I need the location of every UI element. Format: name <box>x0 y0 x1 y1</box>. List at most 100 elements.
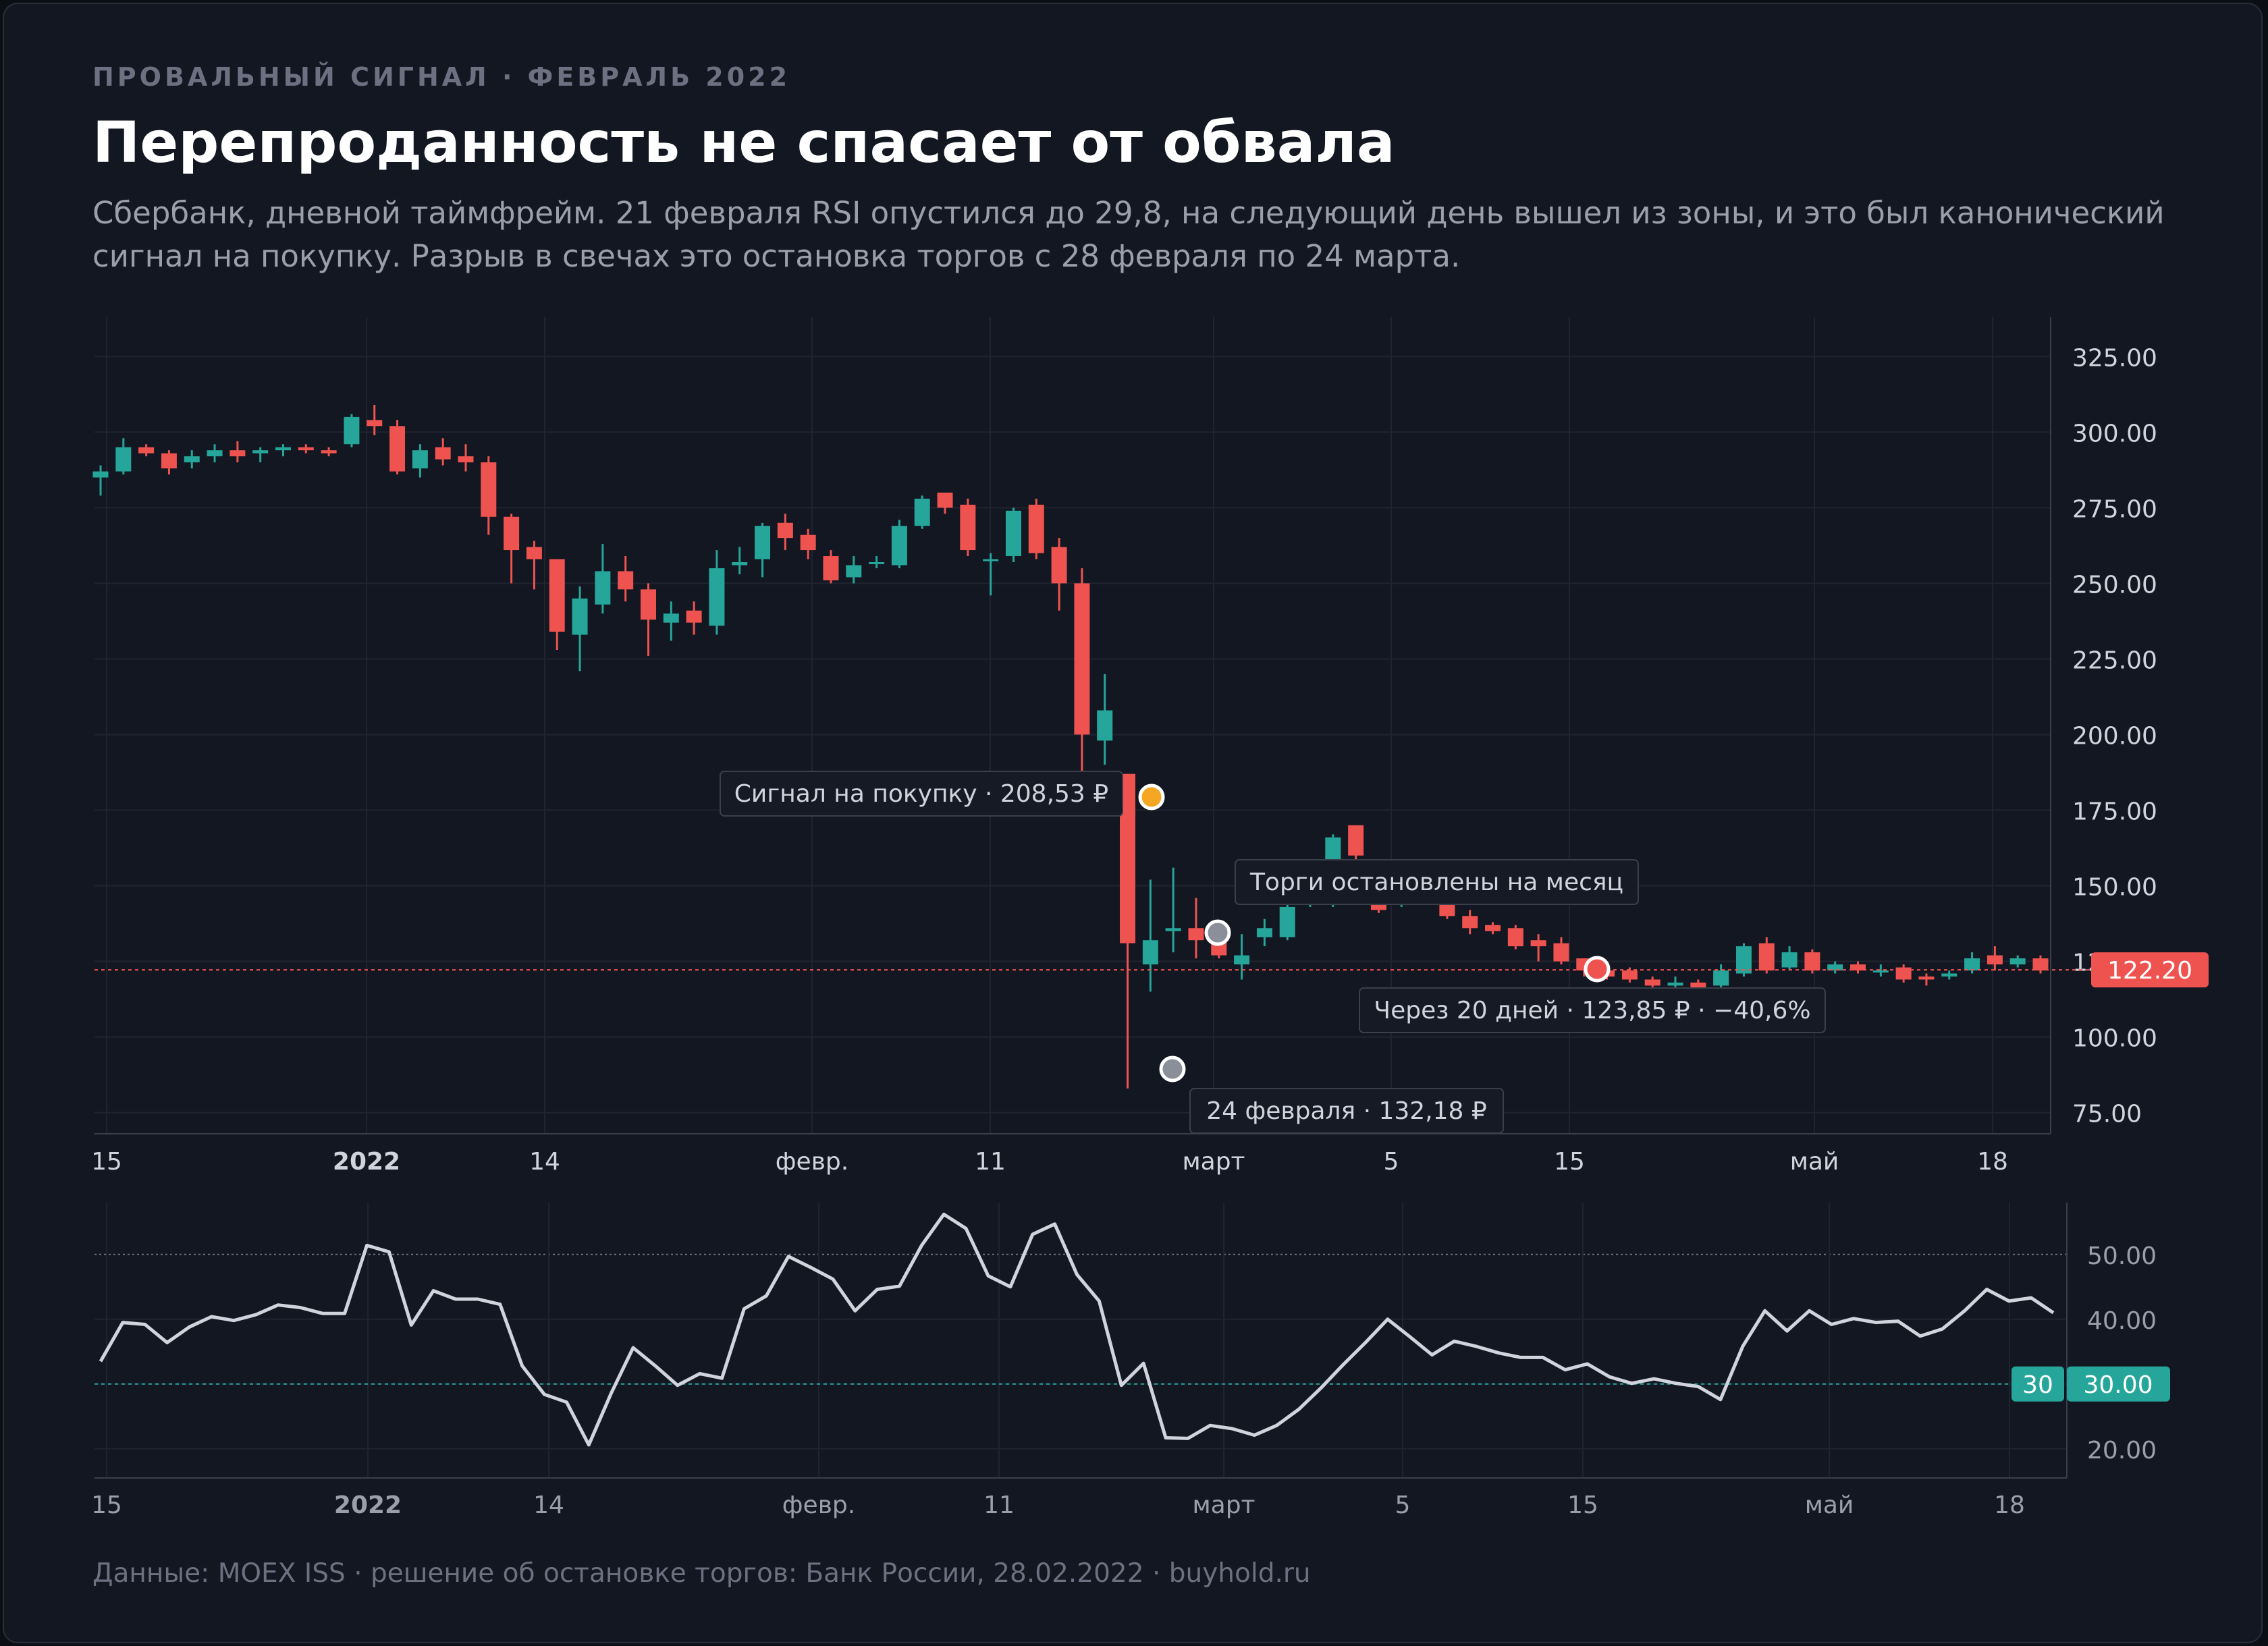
annotation-label: 24 февраля · 132,18 ₽ <box>1206 1097 1487 1125</box>
price-x-tick-label: 11 <box>975 1148 1006 1176</box>
rsi-x-tick-label: 11 <box>983 1491 1015 1519</box>
candle-body <box>412 450 428 469</box>
candle-body <box>663 613 679 623</box>
annotation-label: Торги остановлены на месяц <box>1249 869 1623 896</box>
candle-body <box>846 565 862 578</box>
candle-body <box>777 522 793 539</box>
candle-body <box>595 571 611 605</box>
candle-body <box>686 610 702 623</box>
candle-body <box>800 534 816 551</box>
candle-body <box>1781 952 1798 968</box>
price-x-tick-label: февр. <box>776 1148 848 1176</box>
candle-body <box>1621 970 1638 980</box>
candle-body <box>1165 928 1181 931</box>
candle-body <box>732 562 748 566</box>
annotation-marker <box>1204 919 1231 946</box>
rsi-x-tick-label: 15 <box>1567 1491 1598 1519</box>
candle-body <box>891 526 907 566</box>
rsi-x-tick-label: 5 <box>1395 1491 1411 1519</box>
source-note: Данные: MOEX ISS · решение об остановке … <box>92 1558 1311 1589</box>
candle-body <box>1485 925 1501 931</box>
annotation-label: Через 20 дней · 123,85 ₽ · −40,6% <box>1374 997 1810 1024</box>
annotation-box <box>1235 859 1639 905</box>
candle-body <box>1667 982 1683 986</box>
rsi-threshold-value-badge <box>2067 1366 2170 1402</box>
candle-body <box>1074 583 1090 735</box>
candle-body <box>960 504 976 551</box>
price-x-tick-label: 18 <box>1977 1148 2008 1176</box>
candle-body <box>92 471 109 478</box>
candle-body <box>161 453 177 469</box>
candle-body <box>252 450 269 454</box>
rsi-y-tick-label: 50.00 <box>2087 1242 2157 1270</box>
rsi-grid <box>94 1203 2067 1478</box>
annotation-box <box>720 771 1123 817</box>
candle-body <box>1120 773 1136 943</box>
candle-body <box>549 559 565 632</box>
candle-body <box>1804 952 1820 970</box>
candle-body <box>138 447 155 454</box>
candle-body <box>481 462 497 517</box>
page-title: Перепроданность не спасает от обвала <box>92 109 1395 175</box>
candle-body <box>914 498 930 526</box>
candle-body <box>435 447 451 460</box>
candle-body <box>184 456 200 463</box>
price-x-tick-label: 14 <box>529 1148 560 1176</box>
last-price-badge <box>2091 952 2209 988</box>
rsi-x-tick-label: март <box>1192 1491 1255 1519</box>
candle-body <box>1735 946 1752 974</box>
candle-body <box>1827 964 1843 970</box>
rsi-x-tick-label: 15 <box>91 1491 122 1519</box>
eyebrow-label: ПРОВАЛЬНЫЙ СИГНАЛ · ФЕВРАЛЬ 2022 <box>92 62 791 92</box>
candle-body <box>1462 916 1478 929</box>
rsi-threshold-label: 30 <box>2022 1371 2053 1399</box>
candle-body <box>115 447 132 472</box>
candle-body <box>1530 940 1546 947</box>
candle-body <box>1758 943 1775 970</box>
candle-body <box>755 526 771 559</box>
candle-body <box>1987 955 2003 965</box>
candle-body <box>937 492 953 508</box>
candle-body <box>526 547 542 559</box>
annotation-marker <box>1584 956 1611 983</box>
candle-body <box>1918 976 1935 980</box>
price-x-tick-label: 15 <box>1554 1148 1585 1176</box>
candle-body <box>1941 973 1958 977</box>
candle-body <box>207 450 223 457</box>
price-x-tick-label: май <box>1790 1148 1839 1176</box>
chart-axes: 325.00 300.00 275.00 250.00 225.00 200.00 175.… <box>91 317 2209 1519</box>
price-x-tick-label: март <box>1182 1148 1245 1176</box>
candle-body <box>1142 940 1158 965</box>
candle-body <box>1188 928 1204 941</box>
price-y-tick-label: 75.00 <box>2072 1101 2142 1128</box>
candle-body <box>1279 906 1295 937</box>
candle-body <box>298 447 314 451</box>
rsi-x-tick-label: май <box>1805 1491 1854 1519</box>
chart-annotations: Сигнал на покупку · 208,53 ₽ Торги остано… <box>720 771 1826 1134</box>
rsi-line <box>99 1212 2055 1447</box>
rsi-x-tick-label: 18 <box>1994 1491 2025 1519</box>
candle-body <box>1713 970 1729 986</box>
rsi-y-tick-label: 40.00 <box>2087 1307 2157 1335</box>
candle-body <box>458 456 474 463</box>
annotation-label: Сигнал на покупку · 208,53 ₽ <box>734 780 1108 808</box>
price-y-tick-label: 250.00 <box>2072 571 2157 599</box>
price-x-tick-label: 5 <box>1384 1148 1399 1176</box>
candle-body <box>2032 958 2049 970</box>
candle-body <box>618 571 634 590</box>
candle-body <box>1644 979 1660 986</box>
candle-body <box>321 450 337 454</box>
price-y-tick-label: 225.00 <box>2072 647 2157 674</box>
rsi-x-tick-label: 14 <box>533 1491 564 1519</box>
candle-body <box>1256 928 1272 937</box>
chart-card: ПРОВАЛЬНЫЙ СИГНАЛ · ФЕВРАЛЬ 2022 Перепро… <box>3 3 2263 1643</box>
rsi-series <box>99 1212 2055 1447</box>
price-y-tick-label: 325.00 <box>2072 344 2157 372</box>
annotation-marker <box>1138 784 1165 811</box>
candle-body <box>230 450 246 457</box>
candle-body <box>1051 547 1067 584</box>
price-y-tick-label: 275.00 <box>2072 495 2157 523</box>
candle-body <box>275 447 291 451</box>
price-y-tick-label: 175.00 <box>2072 798 2157 825</box>
